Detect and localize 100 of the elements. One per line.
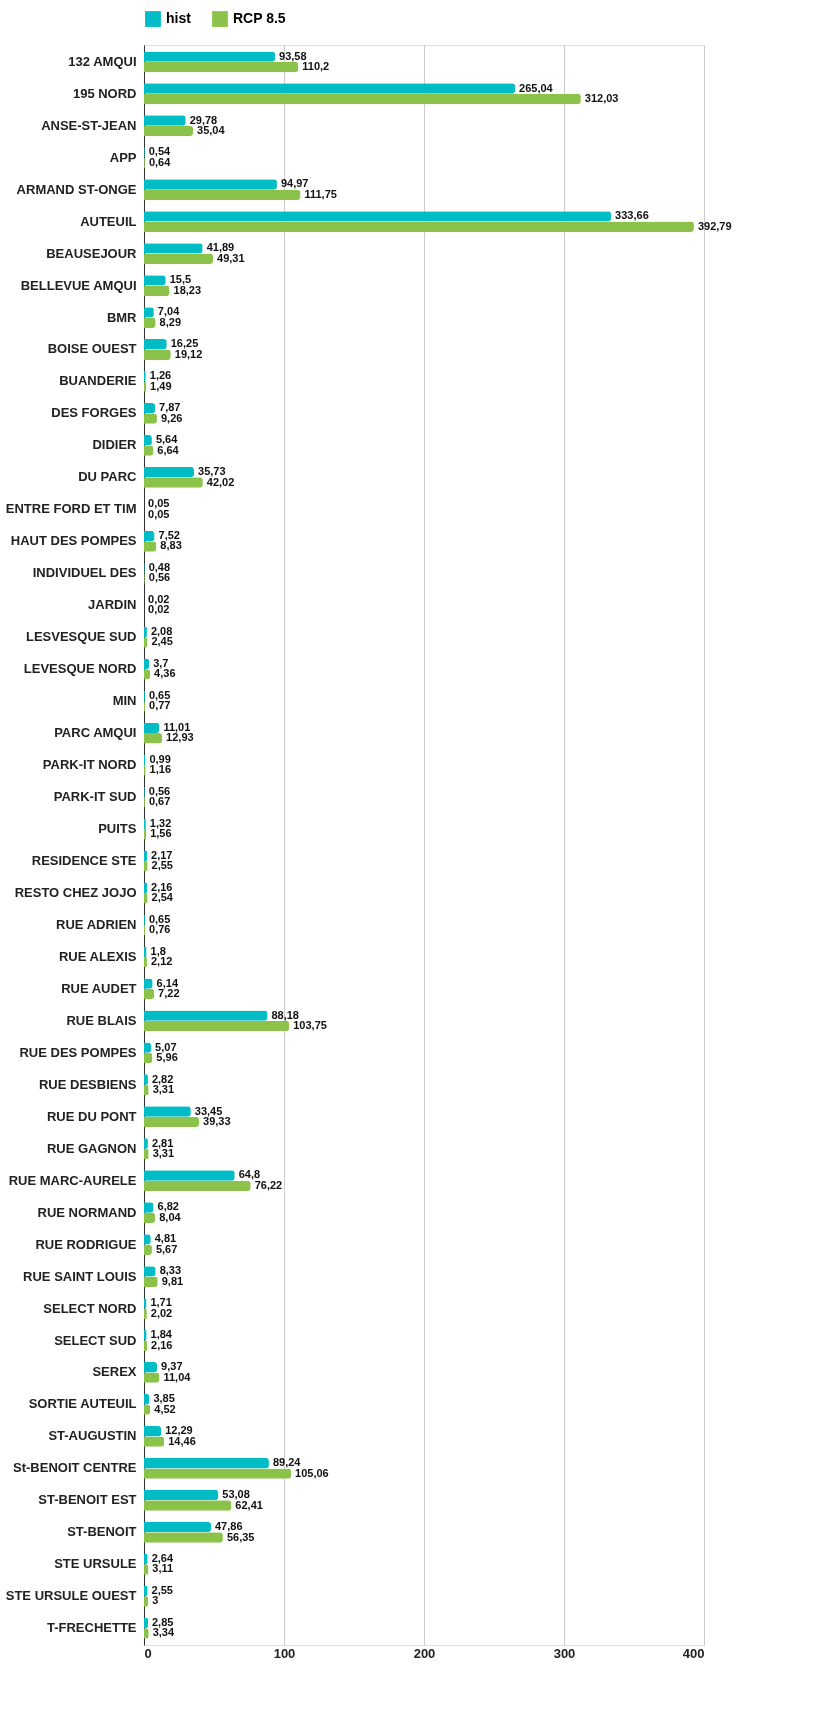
data-label: 0,64 (148, 155, 172, 168)
data-label: 1,16 (149, 763, 172, 776)
bar (144, 882, 148, 893)
y-tick-label: BMR (106, 309, 138, 325)
data-label: 4,81 (154, 1232, 177, 1245)
data-label: 1,71 (150, 1296, 172, 1309)
bar (144, 61, 299, 73)
y-tick-label: RUE DESBIENS (38, 1076, 137, 1092)
data-label: 29,78 (189, 113, 218, 126)
y-tick-label: DU PARC (78, 469, 138, 485)
data-label: 3,34 (152, 1626, 175, 1639)
y-tick-label: DIDIER (92, 437, 138, 453)
y-tick-label: JARDIN (88, 597, 137, 613)
bar (144, 1180, 251, 1192)
data-label: 93,58 (279, 49, 307, 62)
data-label: 5,64 (155, 433, 179, 446)
data-label: 0,65 (148, 688, 171, 701)
data-label: 5,67 (155, 1242, 178, 1255)
bar (144, 1340, 148, 1351)
y-tick-label: RUE DES POMPES (19, 1044, 137, 1060)
y-tick-label: SELECT SUD (54, 1332, 137, 1348)
data-label: 0,02 (148, 593, 170, 606)
data-label: 2,16 (151, 880, 173, 893)
data-label: 3 (152, 1594, 159, 1607)
bar (144, 285, 170, 296)
y-tick-label: BEAUSEJOUR (46, 245, 138, 261)
data-label: 103,75 (293, 1019, 327, 1032)
y-tick-label: SEREX (92, 1364, 137, 1380)
bar (144, 349, 171, 360)
data-label: 2,81 (151, 1136, 174, 1149)
bar (144, 1116, 200, 1128)
data-label: 0,77 (149, 699, 171, 712)
data-label: 11,01 (163, 720, 191, 733)
legend-label: RCP 8.5 (233, 10, 286, 27)
y-tick-label: AUTEUIL (80, 213, 137, 229)
bar (144, 1457, 269, 1469)
y-tick-label: BUANDERIE (59, 373, 137, 389)
data-label: 0,54 (148, 145, 172, 158)
data-label: 88,18 (271, 1008, 299, 1021)
bar (144, 221, 694, 233)
bar (144, 1020, 290, 1032)
data-label: 2,16 (151, 1338, 173, 1351)
data-label: 2,55 (151, 859, 173, 872)
data-label: 56,35 (226, 1530, 255, 1543)
data-label: 14,46 (168, 1434, 196, 1447)
x-tick-label: 0 (144, 1645, 152, 1661)
data-label: 1,84 (150, 1328, 173, 1341)
y-tick-label: LESVESQUE SUD (25, 629, 137, 645)
y-tick-label: PARK-IT SUD (53, 789, 137, 805)
y-tick-label: RUE NORMAND (37, 1204, 137, 1220)
y-tick-label: T-FRECHETTE (46, 1620, 137, 1636)
data-label: 1,32 (149, 816, 172, 829)
y-tick-label: RUE ADRIEN (56, 916, 137, 932)
data-label: 0,02 (148, 603, 170, 616)
data-label: 0,67 (148, 795, 171, 808)
x-tick-label: 200 (413, 1645, 436, 1661)
data-label: 0,56 (148, 571, 171, 584)
y-tick-label: ENTRE FORD ET TIM (5, 501, 137, 517)
data-label: 12,93 (166, 731, 194, 744)
y-tick-label: RUE DU PONT (46, 1108, 137, 1124)
y-tick-label: MIN (112, 693, 137, 709)
y-tick-label: APP (109, 149, 137, 165)
bar (144, 339, 167, 350)
data-label: 12,29 (165, 1424, 193, 1437)
data-label: 3,7 (153, 656, 169, 669)
data-label: 4,36 (154, 667, 176, 680)
y-tick-label: ANSE-ST-JEAN (41, 117, 137, 133)
data-label: 265,04 (519, 81, 554, 94)
data-label: 7,04 (157, 305, 181, 318)
y-tick-label: DES FORGES (51, 405, 137, 421)
data-label: 0,99 (149, 752, 171, 765)
y-tick-label: RUE RODRIGUE (35, 1236, 137, 1252)
data-label: 42,02 (206, 475, 235, 488)
y-tick-label: RUE GAGNON (46, 1140, 137, 1156)
y-tick-label: St-BENOIT CENTRE (13, 1460, 137, 1476)
data-label: 0,65 (148, 912, 171, 925)
data-label: 2,17 (151, 848, 173, 861)
data-label: 8,83 (160, 539, 182, 552)
data-label: 110,2 (302, 59, 330, 72)
data-label: 41,89 (206, 241, 235, 254)
data-label: 105,06 (295, 1466, 329, 1479)
data-label: 62,41 (235, 1498, 263, 1511)
data-label: 64,8 (238, 1168, 261, 1181)
y-tick-label: RUE AUDET (61, 980, 137, 996)
y-tick-label: INDIVIDUEL DES (32, 565, 137, 581)
x-tick-label: 400 (682, 1645, 705, 1661)
data-label: 94,97 (280, 177, 309, 190)
y-tick-label: RESIDENCE STE (31, 852, 137, 868)
y-tick-label: ST-BENOIT EST (38, 1492, 137, 1508)
data-label: 1,8 (150, 944, 166, 957)
bar (144, 1521, 211, 1533)
y-tick-label: PARK-IT NORD (42, 757, 137, 773)
y-tick-label: PUITS (98, 821, 137, 837)
y-tick-label: STE URSULE (54, 1556, 137, 1572)
y-tick-label: BOISE OUEST (47, 341, 137, 357)
data-label: 9,37 (161, 1360, 183, 1373)
data-label: 76,22 (254, 1178, 283, 1191)
data-label: 6,14 (156, 976, 179, 989)
data-label: 8,33 (159, 1264, 182, 1277)
data-label: 312,03 (584, 91, 619, 104)
